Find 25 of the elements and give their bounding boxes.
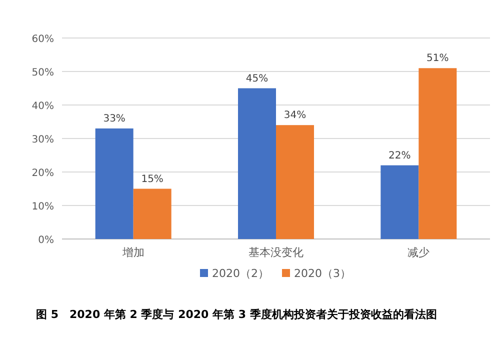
y-tick-label: 50% — [32, 68, 54, 78]
y-tick-label: 20% — [32, 168, 54, 179]
bar — [133, 188, 172, 239]
y-tick-label: 10% — [32, 202, 54, 212]
data-label: 45% — [246, 73, 268, 84]
x-tick-label: 增加 — [121, 246, 144, 259]
bar — [95, 128, 134, 239]
x-tick-label: 基本没变化 — [248, 246, 304, 259]
legend-label: 2020（2） — [212, 267, 269, 280]
data-label: 34% — [284, 110, 306, 122]
y-tick-label: 40% — [32, 101, 54, 112]
bar — [380, 165, 419, 239]
x-tick-label: 减少 — [408, 246, 430, 259]
data-label: 33% — [103, 113, 126, 124]
y-tick-label: 30% — [32, 134, 54, 146]
y-tick-label: 0% — [38, 235, 54, 246]
caption: 图 5 2020 年第 2 季度与 2020 年第 3 季度机构投资者关于投资收益的看法图 — [36, 308, 437, 321]
bar — [418, 68, 457, 239]
data-label: 51% — [426, 53, 449, 64]
legend-label: 2020（3） — [294, 267, 351, 280]
y-tick-label: 60% — [32, 34, 54, 45]
bar — [238, 88, 276, 239]
data-label: 22% — [388, 150, 411, 162]
bar — [276, 125, 314, 239]
data-label: 15% — [141, 174, 164, 185]
